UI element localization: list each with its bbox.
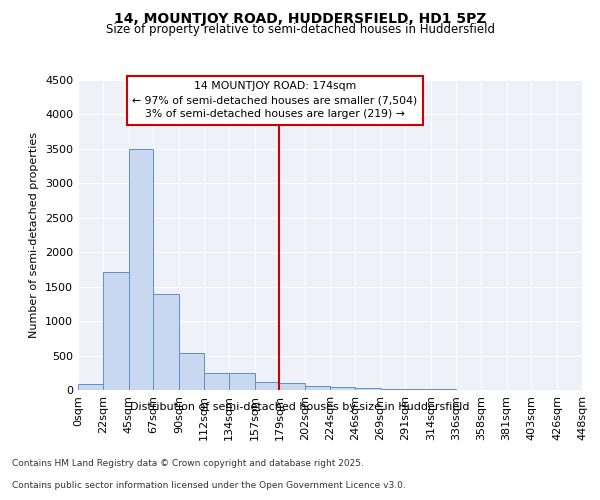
Bar: [103, 272, 128, 390]
Text: 14, MOUNTJOY ROAD, HUDDERSFIELD, HD1 5PZ: 14, MOUNTJOY ROAD, HUDDERSFIELD, HD1 5PZ: [114, 12, 486, 26]
Bar: [179, 354, 204, 390]
Bar: [128, 149, 154, 390]
Bar: [154, 294, 179, 390]
Y-axis label: Number of semi-detached properties: Number of semi-detached properties: [29, 132, 40, 338]
Bar: [280, 384, 305, 390]
Text: 14 MOUNTJOY ROAD: 174sqm
← 97% of semi-detached houses are smaller (7,504)
3% of: 14 MOUNTJOY ROAD: 174sqm ← 97% of semi-d…: [132, 82, 418, 120]
Bar: [380, 389, 406, 390]
Text: Contains public sector information licensed under the Open Government Licence v3: Contains public sector information licen…: [12, 481, 406, 490]
Bar: [305, 386, 330, 390]
Bar: [78, 384, 103, 390]
Bar: [204, 373, 229, 390]
Text: Distribution of semi-detached houses by size in Huddersfield: Distribution of semi-detached houses by …: [130, 402, 470, 412]
Bar: [254, 382, 280, 390]
Text: Contains HM Land Registry data © Crown copyright and database right 2025.: Contains HM Land Registry data © Crown c…: [12, 458, 364, 468]
Bar: [229, 374, 254, 390]
Bar: [355, 388, 380, 390]
Bar: [330, 386, 355, 390]
Text: Size of property relative to semi-detached houses in Huddersfield: Size of property relative to semi-detach…: [106, 22, 494, 36]
